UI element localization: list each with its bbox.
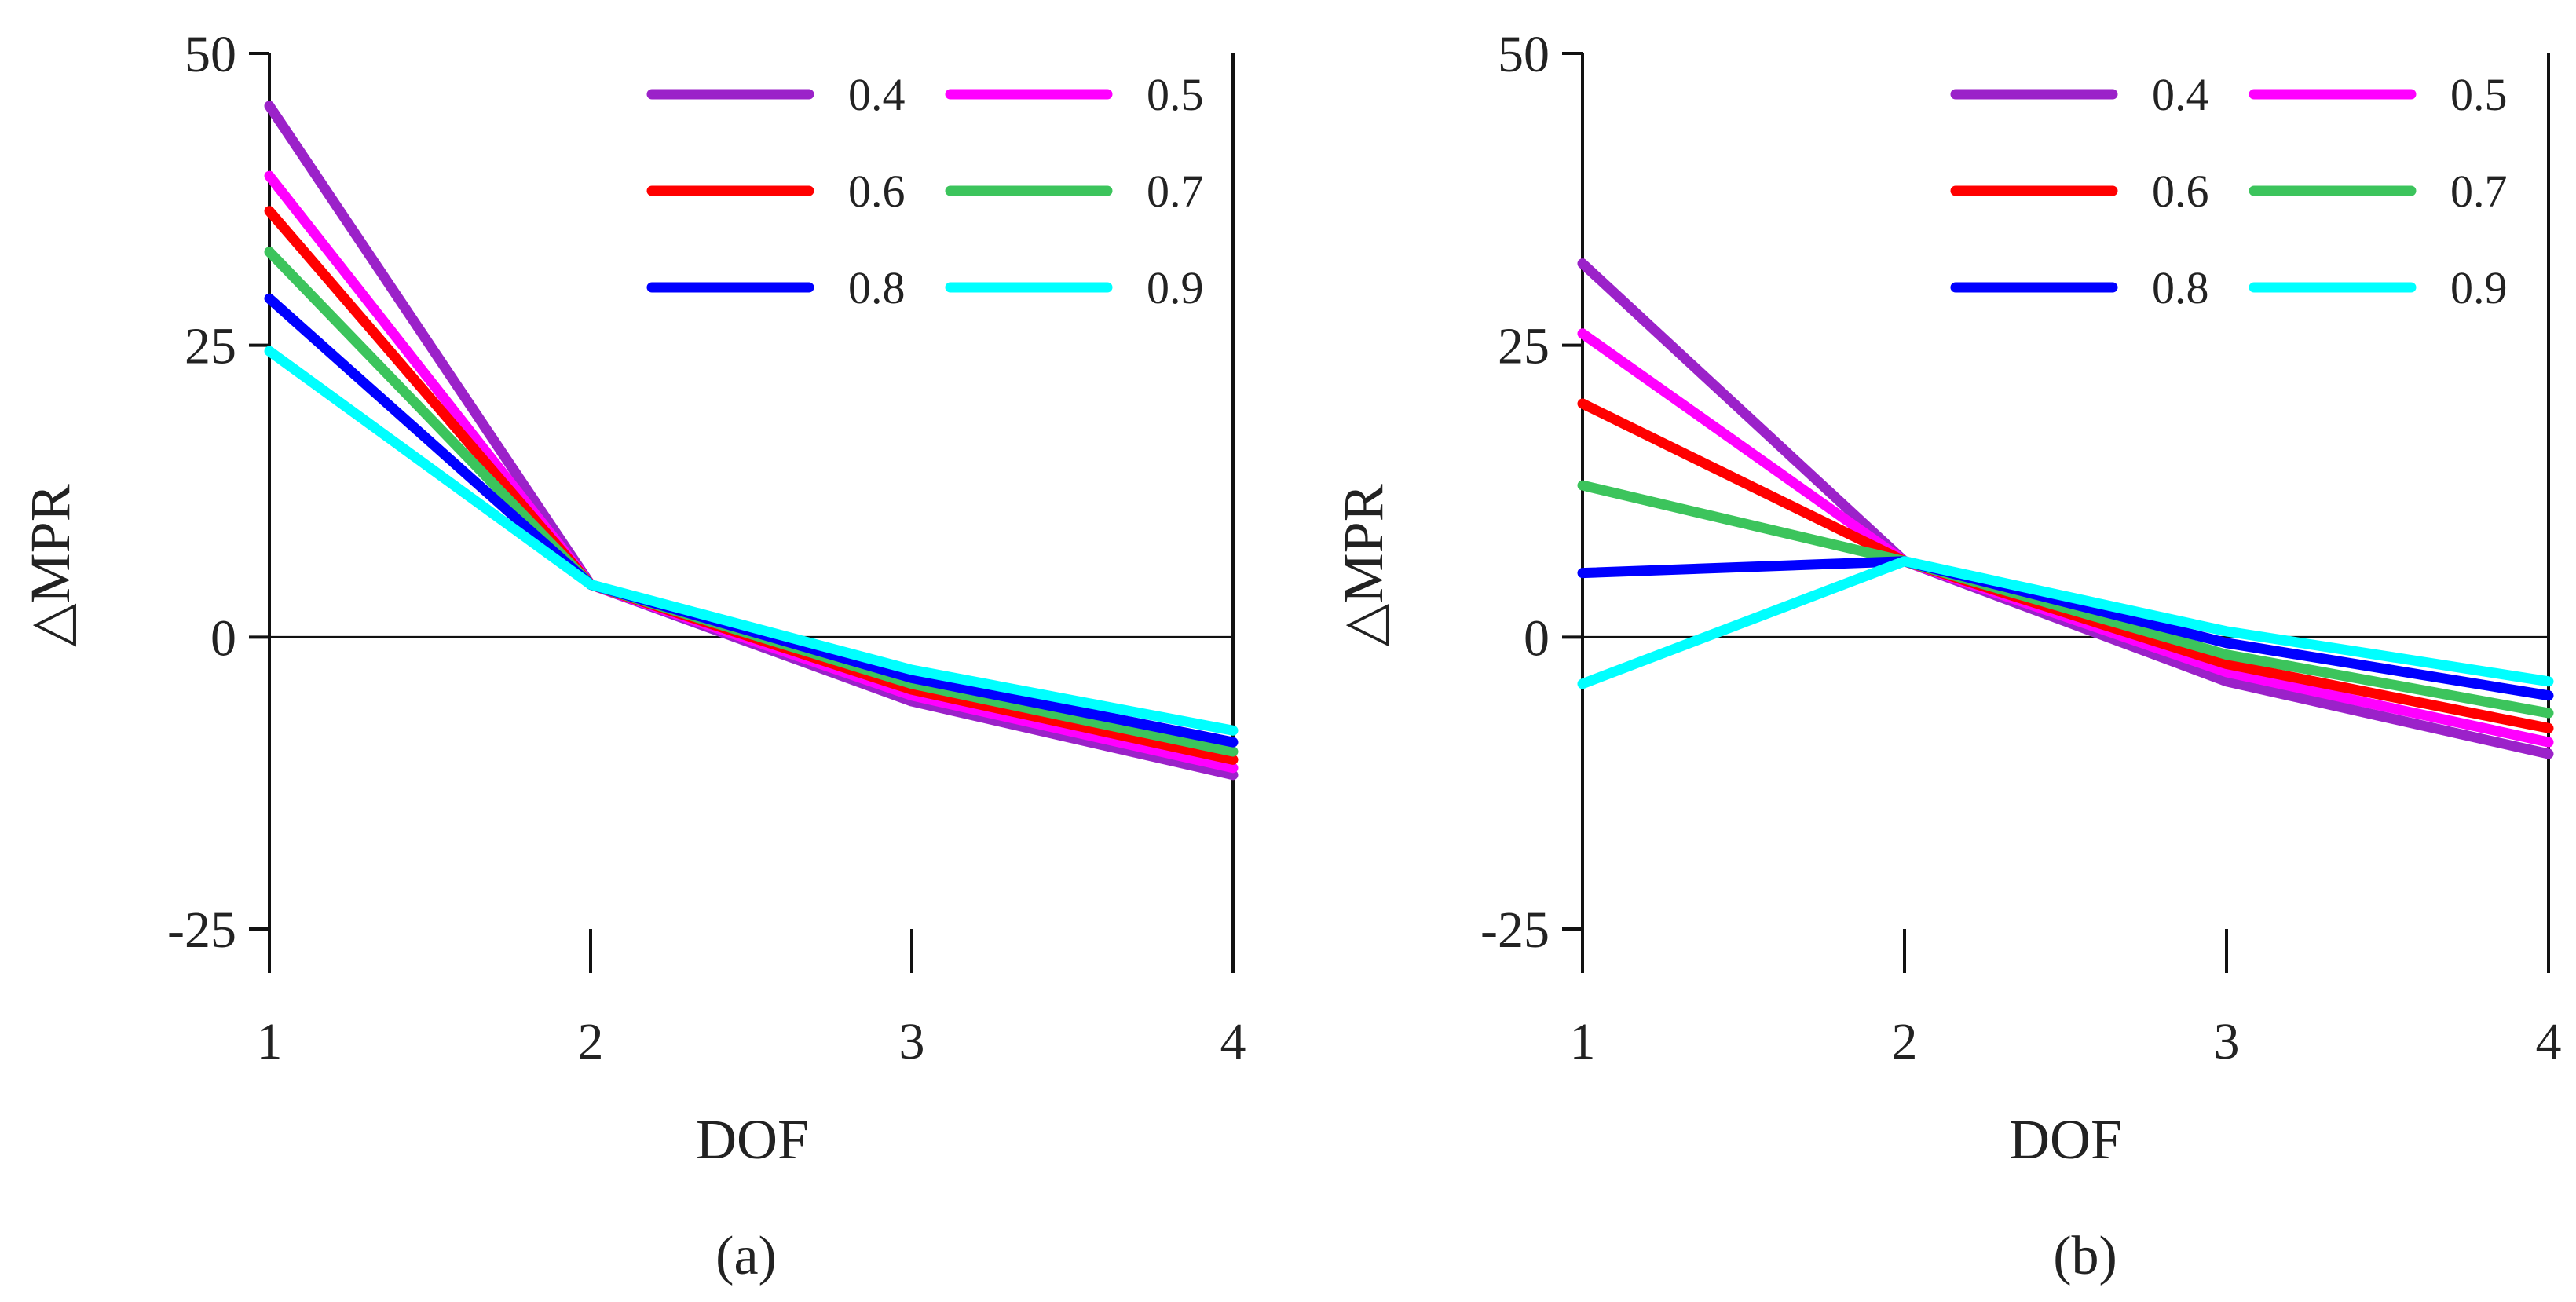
- x-axis-title-a: DOF: [696, 1108, 809, 1171]
- legend-b: 0.4 0.5 0.6 0.7 0.8 0.9: [1950, 69, 2508, 313]
- x-tick-label-a: 4: [1220, 1013, 1246, 1070]
- y-axis-title-b: △MPR: [1332, 484, 1395, 646]
- legend-label-a-0.8: 0.8: [848, 262, 906, 313]
- caption-b: (b): [2053, 1226, 2117, 1286]
- x-axis-title-b: DOF: [2009, 1108, 2122, 1171]
- x-tick-label-b: 2: [1892, 1013, 1918, 1070]
- legend-label-b-0.4: 0.4: [2152, 69, 2209, 120]
- legend-label-b-0.9: 0.9: [2450, 262, 2508, 313]
- y-tick-label-b: 25: [1498, 318, 1550, 375]
- legend-label-a-0.5: 0.5: [1147, 69, 1204, 120]
- x-tick-label-a: 3: [899, 1013, 925, 1070]
- y-tick-label-b: 0: [1524, 609, 1550, 667]
- legend-label-a-0.6: 0.6: [848, 166, 906, 217]
- y-tick-label-a: 50: [185, 26, 236, 83]
- legend-label-a-0.7: 0.7: [1147, 166, 1204, 217]
- legend-label-a-0.9: 0.9: [1147, 262, 1204, 313]
- y-tick-label-a: 25: [185, 318, 236, 375]
- series-line-a-0.9: [264, 346, 1239, 736]
- y-tick-label-a: 0: [210, 609, 236, 667]
- axes-b: 50 25 0 -25 1 2 3 4 0.4 0.5 0.6 0.7 0.8 0.9: [1480, 26, 2561, 1070]
- x-tick-label-a: 1: [257, 1013, 283, 1070]
- legend-label-b-0.7: 0.7: [2450, 166, 2508, 217]
- x-tick-label-b: 1: [1570, 1013, 1596, 1070]
- series-line-b-0.9: [1577, 556, 2554, 689]
- x-tick-label-b: 4: [2536, 1013, 2562, 1070]
- axes-a: 50 25 0 -25 1 2 3 4 0.4 0.5 0.6 0.7 0.8 0.9: [167, 26, 1246, 1070]
- x-tick-label-b: 3: [2214, 1013, 2240, 1070]
- y-tick-label-b: 50: [1498, 26, 1550, 83]
- series-line-b-0.7: [1577, 480, 2554, 719]
- y-tick-label-a: -25: [167, 902, 236, 959]
- legend-label-b-0.8: 0.8: [2152, 262, 2209, 313]
- legend-label-a-0.4: 0.4: [848, 69, 906, 120]
- legend-a: 0.4 0.5 0.6 0.7 0.8 0.9: [646, 69, 1204, 313]
- y-tick-label-b: -25: [1480, 902, 1550, 959]
- x-tick-label-a: 2: [578, 1013, 604, 1070]
- series-line-b-0.8: [1577, 556, 2554, 701]
- legend-label-b-0.5: 0.5: [2450, 69, 2508, 120]
- caption-a: (a): [715, 1226, 777, 1286]
- y-axis-title-a: △MPR: [19, 484, 82, 646]
- legend-label-b-0.6: 0.6: [2152, 166, 2209, 217]
